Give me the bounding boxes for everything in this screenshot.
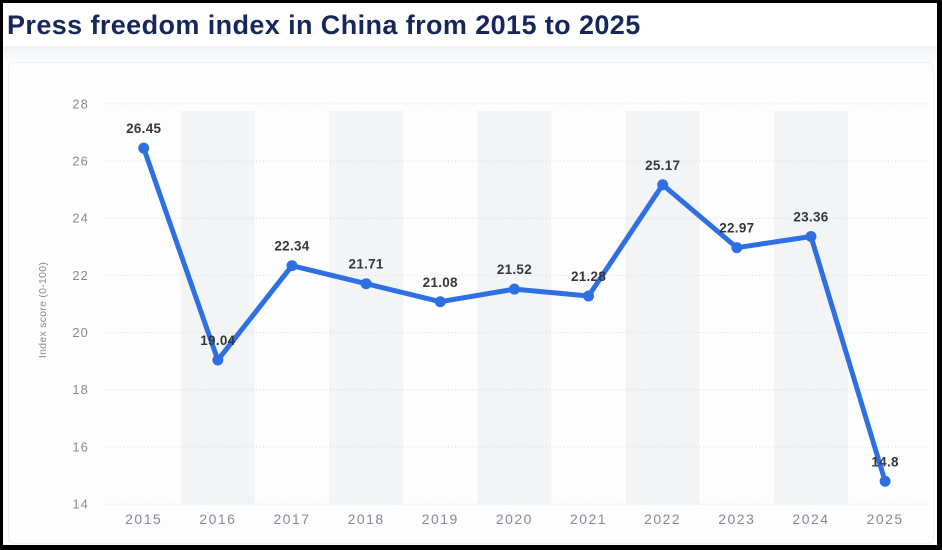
x-tick-label-2018: 2018 bbox=[348, 511, 385, 527]
data-label-2015: 26.45 bbox=[126, 121, 161, 136]
data-point-2022[interactable] bbox=[657, 179, 669, 191]
x-tick-label-2019: 2019 bbox=[422, 511, 459, 527]
data-point-2023[interactable] bbox=[731, 242, 743, 254]
plot-band-2022 bbox=[625, 110, 700, 505]
y-tick-label-28: 28 bbox=[72, 96, 88, 111]
data-label-2018: 21.71 bbox=[349, 257, 384, 272]
data-point-2021[interactable] bbox=[583, 290, 595, 302]
plot-band-2018 bbox=[329, 110, 404, 505]
x-tick-label-2017: 2017 bbox=[273, 511, 310, 527]
x-tick-label-2022: 2022 bbox=[644, 511, 681, 527]
y-tick-label-26: 26 bbox=[72, 154, 88, 169]
header-shadow-strip bbox=[3, 46, 937, 63]
data-label-2022: 25.17 bbox=[645, 158, 680, 173]
data-point-2016[interactable] bbox=[212, 354, 224, 366]
y-tick-label-16: 16 bbox=[72, 439, 88, 454]
y-axis-title: Index score (0-100) bbox=[38, 262, 49, 358]
data-label-2020: 21.52 bbox=[497, 262, 532, 277]
plot-band-2016 bbox=[180, 110, 255, 505]
data-label-2023: 22.97 bbox=[719, 221, 754, 236]
x-tick-label-2015: 2015 bbox=[125, 511, 162, 527]
data-label-2016: 19.04 bbox=[200, 333, 235, 348]
data-label-2021: 21.28 bbox=[571, 269, 606, 284]
x-tick-label-2016: 2016 bbox=[199, 511, 236, 527]
y-tick-label-22: 22 bbox=[72, 268, 88, 283]
y-tick-label-20: 20 bbox=[72, 325, 88, 340]
data-label-2025: 14.8 bbox=[871, 454, 899, 469]
data-point-2015[interactable] bbox=[138, 142, 150, 154]
x-tick-label-2023: 2023 bbox=[718, 511, 755, 527]
data-label-2017: 22.34 bbox=[274, 239, 309, 254]
y-tick-label-14: 14 bbox=[72, 497, 88, 512]
y-tick-label-24: 24 bbox=[72, 211, 88, 226]
data-point-2018[interactable] bbox=[360, 278, 372, 290]
plot-band-2024 bbox=[774, 110, 848, 505]
data-label-2024: 23.36 bbox=[793, 210, 828, 225]
data-point-2024[interactable] bbox=[805, 231, 817, 242]
x-tick-label-2024: 2024 bbox=[792, 511, 829, 527]
data-point-2019[interactable] bbox=[434, 296, 446, 308]
x-tick-label-2020: 2020 bbox=[496, 511, 533, 527]
data-point-2025[interactable] bbox=[879, 475, 891, 487]
x-tick-label-2021: 2021 bbox=[570, 511, 607, 527]
data-point-2020[interactable] bbox=[508, 283, 520, 295]
data-point-2017[interactable] bbox=[286, 260, 298, 272]
chart-card: 14 16 18 20 22 24 26 28 Index score (0-100) 2015 2… bbox=[8, 62, 934, 544]
plot-band-2020 bbox=[477, 110, 552, 505]
x-tick-label-2025: 2025 bbox=[867, 511, 904, 527]
y-tick-label-18: 18 bbox=[72, 382, 88, 397]
page-title: Press freedom index in China from 2015 t… bbox=[7, 10, 641, 40]
data-label-2019: 21.08 bbox=[423, 275, 458, 290]
